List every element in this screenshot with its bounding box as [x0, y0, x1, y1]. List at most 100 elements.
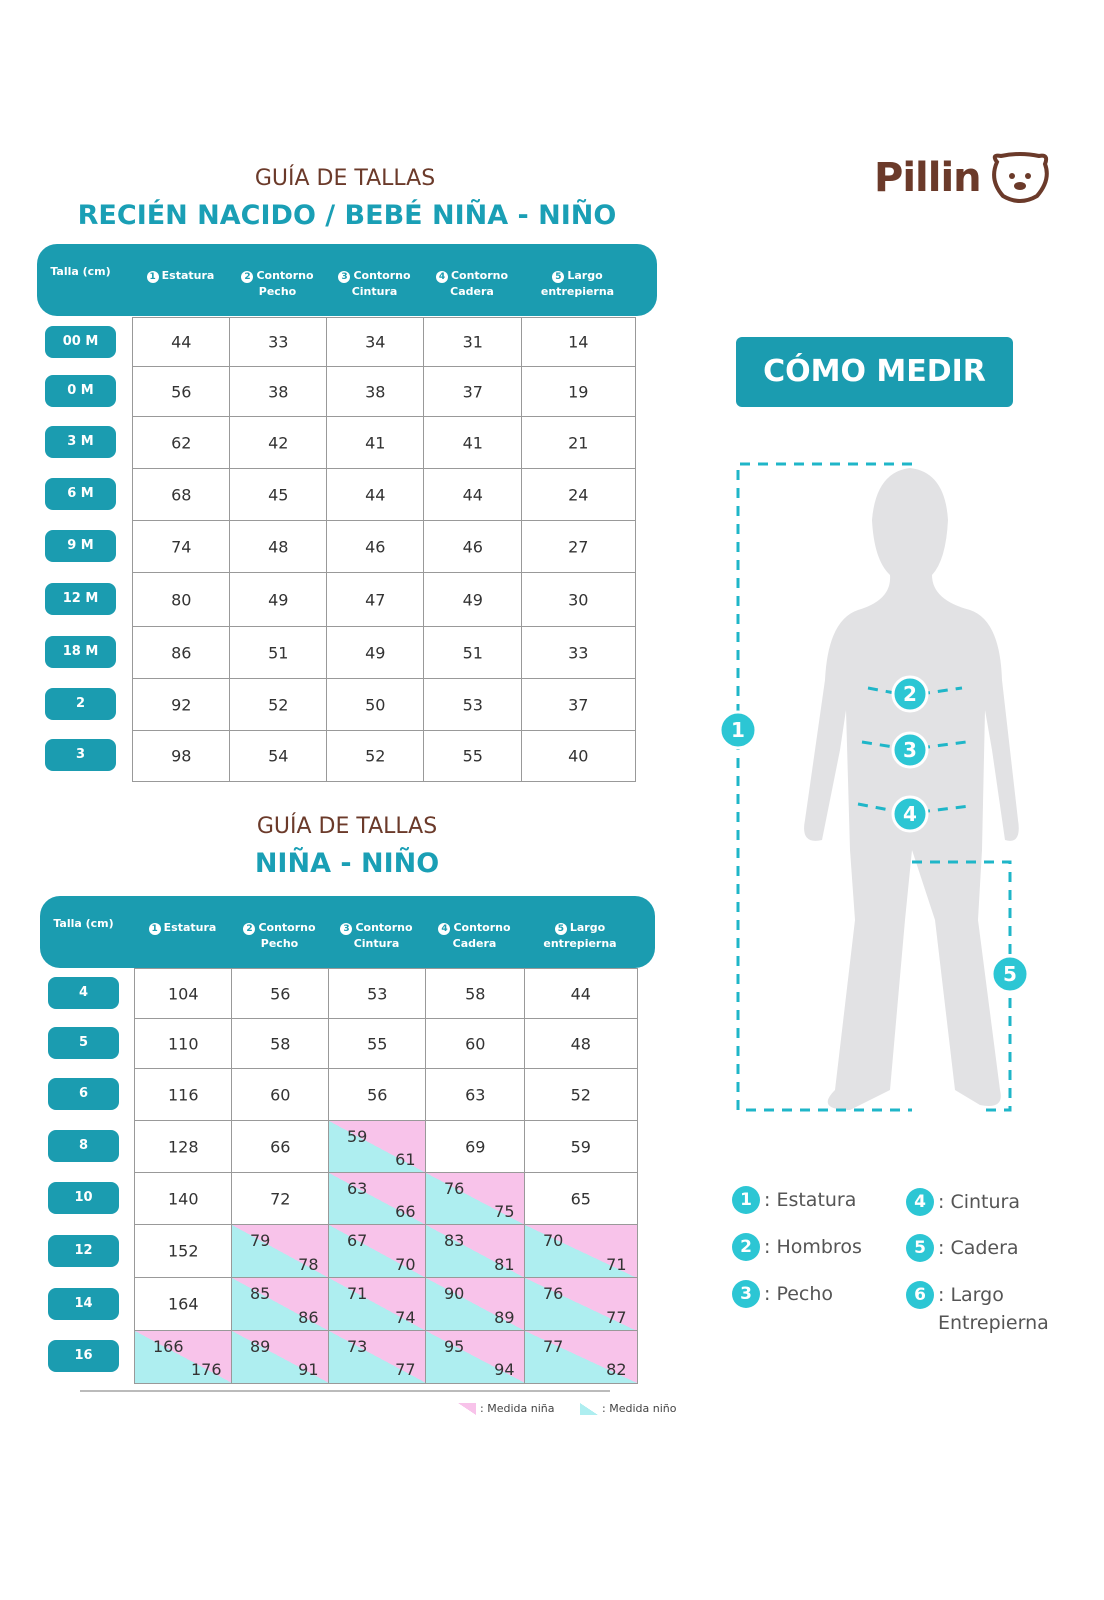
cell-value: 46	[365, 537, 386, 557]
column-header: 4 Contorno Cadera	[423, 268, 521, 300]
table-cell: 73 77	[328, 1330, 427, 1384]
cell-value: 56	[270, 984, 291, 1004]
legend-item: 6: Largo Entrepierna	[906, 1281, 1076, 1337]
cell-value: 152	[167, 1241, 199, 1261]
cell-value: 44	[570, 984, 591, 1004]
legend-label: : Estatura	[764, 1189, 857, 1211]
note-girl-label: : Medida niña	[480, 1402, 555, 1415]
table-cell: 19	[521, 366, 636, 418]
table-cell: 58	[231, 1018, 330, 1070]
girl-value: 59	[347, 1127, 368, 1146]
size-label: 3	[45, 739, 116, 771]
legend-number-icon: 3	[732, 1280, 760, 1308]
table-header: Talla (cm) 1 Estatura 2 Contorno Pecho 3 Conto…	[37, 244, 657, 316]
cell-value: 21	[568, 433, 589, 453]
cell-value: 104	[167, 984, 199, 1004]
cell-value: 58	[270, 1034, 291, 1054]
how-to-measure-button[interactable]: CÓMO MEDIR	[736, 337, 1013, 407]
number-badge-icon: 5	[552, 271, 565, 283]
table-cell: 66	[231, 1120, 330, 1174]
column-header: 1 Estatura	[132, 268, 229, 284]
table-cell: 128	[134, 1120, 233, 1174]
table-cell: 49	[229, 572, 328, 628]
cell-value: 37	[568, 695, 589, 715]
column-header: 5 Largo entrepierna	[524, 920, 636, 952]
cell-value: 56	[367, 1085, 388, 1105]
boy-value: 61	[395, 1149, 416, 1169]
column-header: 2 Contorno Pecho	[231, 920, 328, 952]
size-label: 12	[48, 1234, 119, 1267]
column-header-label: Contorno Pecho	[256, 269, 314, 298]
girl-value: 79	[250, 1231, 271, 1250]
cell-value: 58	[465, 984, 486, 1004]
size-label: 16	[48, 1340, 119, 1372]
size-label: 0 M	[45, 375, 116, 407]
body-measurement-figure: 1 2 3 4 5	[718, 462, 1030, 1112]
table-cell: 90 89	[425, 1277, 526, 1332]
size-label: 4	[48, 977, 119, 1009]
girl-value: 73	[347, 1337, 368, 1356]
cell-value: 44	[171, 332, 192, 352]
size-label: 2	[45, 688, 116, 720]
marker-3: 3	[903, 738, 917, 762]
girl-value: 67	[347, 1231, 368, 1250]
brand-logo: Pillin	[874, 150, 1053, 206]
boy-value: 94	[494, 1359, 515, 1379]
column-header: 3 Contorno Cintura	[328, 920, 425, 952]
legend-item: 1: Estatura	[732, 1186, 856, 1214]
column-header-label: Largo entrepierna	[543, 921, 617, 950]
table-cell: 53	[423, 678, 523, 732]
table-cell: 72	[231, 1172, 330, 1226]
cell-value: 52	[365, 746, 386, 766]
cell-value: 68	[171, 485, 192, 505]
cell-value: 49	[365, 643, 386, 663]
size-label: 12 M	[45, 583, 116, 615]
table-cell: 14	[521, 317, 636, 368]
table-cell: 38	[229, 366, 328, 418]
cell-value: 66	[270, 1137, 291, 1157]
girl-swatch-icon	[458, 1402, 476, 1415]
table-cell: 70 71	[524, 1224, 638, 1279]
cell-value: 54	[268, 746, 289, 766]
size-label: 10	[48, 1182, 119, 1214]
table-cell: 41	[423, 416, 523, 470]
number-badge-icon: 4	[438, 923, 451, 935]
table-cell: 46	[423, 520, 523, 574]
cell-value: 59	[570, 1137, 591, 1157]
table-cell: 85 86	[231, 1277, 330, 1332]
table-cell: 63	[425, 1068, 526, 1122]
girl-value: 70	[543, 1231, 564, 1250]
cell-value: 65	[570, 1189, 591, 1209]
table-cell: 44	[423, 468, 523, 522]
table-cell: 46	[326, 520, 425, 574]
table1-supertitle: GUÍA DE TALLAS	[254, 166, 436, 191]
cell-value: 48	[570, 1034, 591, 1054]
table-cell: 74	[132, 520, 231, 574]
column-header-label: Contorno Pecho	[258, 921, 316, 950]
legend-label: : Cadera	[938, 1237, 1019, 1259]
legend-number-icon: 1	[732, 1186, 760, 1214]
size-label: 6 M	[45, 478, 116, 510]
legend-label: : Hombros	[764, 1236, 862, 1258]
cell-value: 31	[462, 332, 483, 352]
legend-item: 2: Hombros	[732, 1233, 862, 1261]
table-cell: 34	[326, 317, 425, 368]
table-cell: 51	[423, 626, 523, 680]
cell-value: 34	[365, 332, 386, 352]
cell-value: 53	[462, 695, 483, 715]
cell-value: 56	[171, 382, 192, 402]
table-cell: 110	[134, 1018, 233, 1070]
table-cell: 48	[524, 1018, 638, 1070]
girl-value: 76	[444, 1179, 465, 1198]
marker-2: 2	[903, 682, 917, 706]
legend-item: 3: Pecho	[732, 1280, 833, 1308]
boy-value: 66	[395, 1201, 416, 1221]
number-badge-icon: 1	[148, 923, 161, 935]
cell-value: 62	[171, 433, 192, 453]
cell-value: 116	[167, 1085, 199, 1105]
table-cell: 48	[229, 520, 328, 574]
legend-number-icon: 6	[906, 1281, 934, 1309]
girl-value: 95	[444, 1337, 465, 1356]
cell-value: 55	[462, 746, 483, 766]
table-cell: 31	[423, 317, 523, 368]
